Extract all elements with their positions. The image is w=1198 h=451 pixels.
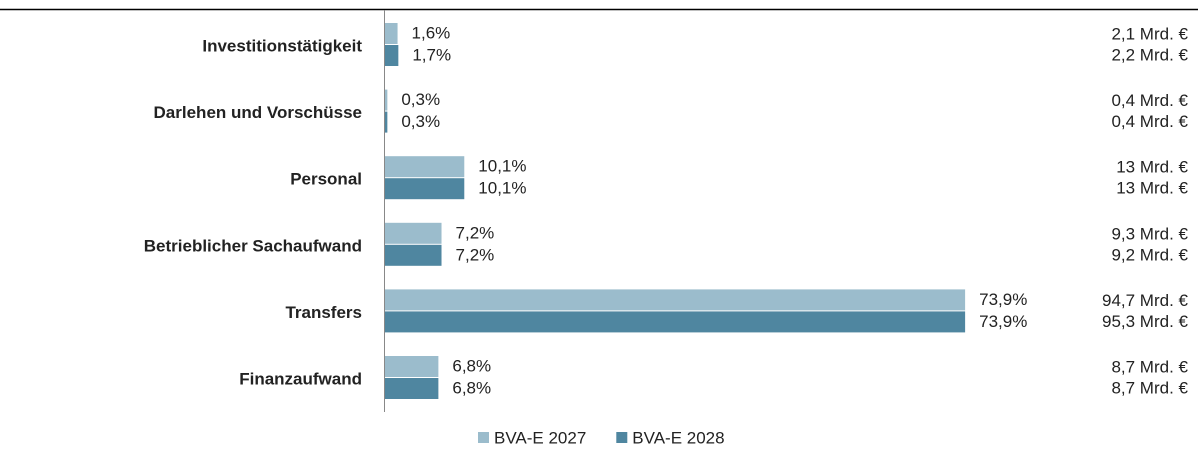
amount-label: 2,1 Mrd. € bbox=[1111, 24, 1188, 43]
bar bbox=[385, 222, 442, 244]
legend-swatch bbox=[616, 432, 628, 443]
value-label: 6,8% bbox=[452, 378, 491, 397]
bar bbox=[385, 89, 388, 111]
amount-label: 8,7 Mrd. € bbox=[1111, 357, 1188, 376]
bar bbox=[385, 289, 966, 311]
bar bbox=[385, 311, 966, 333]
amount-label: 8,7 Mrd. € bbox=[1111, 378, 1188, 397]
bar bbox=[385, 244, 442, 266]
value-label: 10,1% bbox=[478, 179, 526, 198]
category-label: Finanzaufwand bbox=[239, 369, 362, 388]
amount-label: 9,3 Mrd. € bbox=[1111, 224, 1188, 243]
value-label: 10,1% bbox=[478, 157, 526, 176]
value-label: 73,9% bbox=[979, 290, 1027, 309]
category-label: Darlehen und Vorschüsse bbox=[154, 103, 362, 122]
amount-label: 9,2 Mrd. € bbox=[1111, 245, 1188, 264]
amount-label: 2,2 Mrd. € bbox=[1111, 45, 1188, 64]
legend-swatch bbox=[478, 432, 489, 443]
value-label: 0,3% bbox=[401, 112, 440, 131]
bar bbox=[385, 378, 439, 399]
value-label: 7,2% bbox=[456, 223, 495, 242]
amount-label: 0,4 Mrd. € bbox=[1111, 91, 1188, 110]
value-label: 0,3% bbox=[401, 90, 440, 109]
bar bbox=[385, 111, 388, 133]
bar bbox=[385, 178, 465, 200]
category-label: Investitionstätigkeit bbox=[202, 36, 362, 55]
amount-label: 0,4 Mrd. € bbox=[1111, 112, 1188, 131]
value-label: 7,2% bbox=[456, 245, 495, 264]
value-label: 6,8% bbox=[452, 356, 491, 375]
value-label: 1,6% bbox=[412, 23, 451, 42]
legend-label: BVA-E 2027 bbox=[494, 428, 586, 447]
amount-label: 95,3 Mrd. € bbox=[1102, 312, 1189, 331]
value-label: 1,7% bbox=[412, 45, 451, 64]
bar bbox=[385, 45, 399, 66]
amount-label: 13 Mrd. € bbox=[1116, 158, 1188, 177]
bar bbox=[385, 156, 465, 178]
bar bbox=[385, 23, 398, 44]
value-label: 73,9% bbox=[979, 312, 1027, 331]
legend-label: BVA-E 2028 bbox=[632, 428, 724, 447]
category-label: Betrieblicher Sachaufwand bbox=[144, 236, 362, 255]
bar bbox=[385, 356, 439, 377]
amount-label: 94,7 Mrd. € bbox=[1102, 291, 1189, 310]
category-label: Transfers bbox=[285, 303, 362, 322]
category-label: Personal bbox=[290, 170, 362, 189]
amount-label: 13 Mrd. € bbox=[1116, 179, 1188, 198]
